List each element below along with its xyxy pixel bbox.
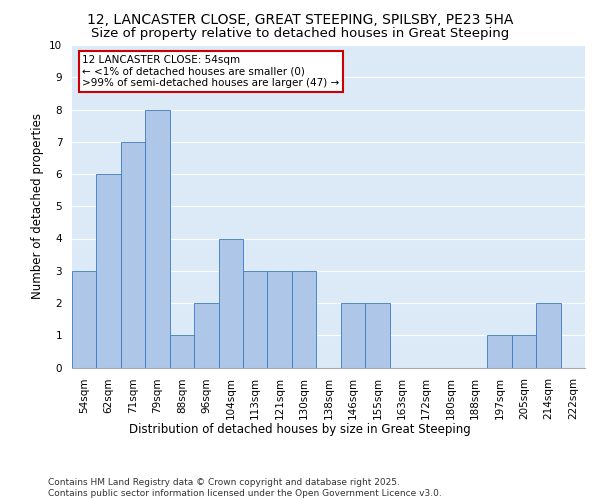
Bar [268, 271, 292, 368]
Bar [72, 271, 97, 368]
Bar [292, 271, 316, 368]
Bar [487, 335, 512, 368]
Bar [97, 174, 121, 368]
Text: 12, LANCASTER CLOSE, GREAT STEEPING, SPILSBY, PE23 5HA: 12, LANCASTER CLOSE, GREAT STEEPING, SPI… [87, 12, 513, 26]
Bar [512, 335, 536, 368]
Text: Size of property relative to detached houses in Great Steeping: Size of property relative to detached ho… [91, 28, 509, 40]
Y-axis label: Number of detached properties: Number of detached properties [31, 114, 44, 299]
Bar [365, 303, 389, 368]
Bar [145, 110, 170, 368]
Text: Contains HM Land Registry data © Crown copyright and database right 2025.
Contai: Contains HM Land Registry data © Crown c… [48, 478, 442, 498]
Text: 12 LANCASTER CLOSE: 54sqm
← <1% of detached houses are smaller (0)
>99% of semi-: 12 LANCASTER CLOSE: 54sqm ← <1% of detac… [82, 54, 340, 88]
Bar [121, 142, 145, 368]
Bar [170, 335, 194, 368]
Bar [218, 238, 243, 368]
Bar [194, 303, 218, 368]
Bar [341, 303, 365, 368]
Bar [243, 271, 268, 368]
Bar [536, 303, 560, 368]
Text: Distribution of detached houses by size in Great Steeping: Distribution of detached houses by size … [129, 422, 471, 436]
